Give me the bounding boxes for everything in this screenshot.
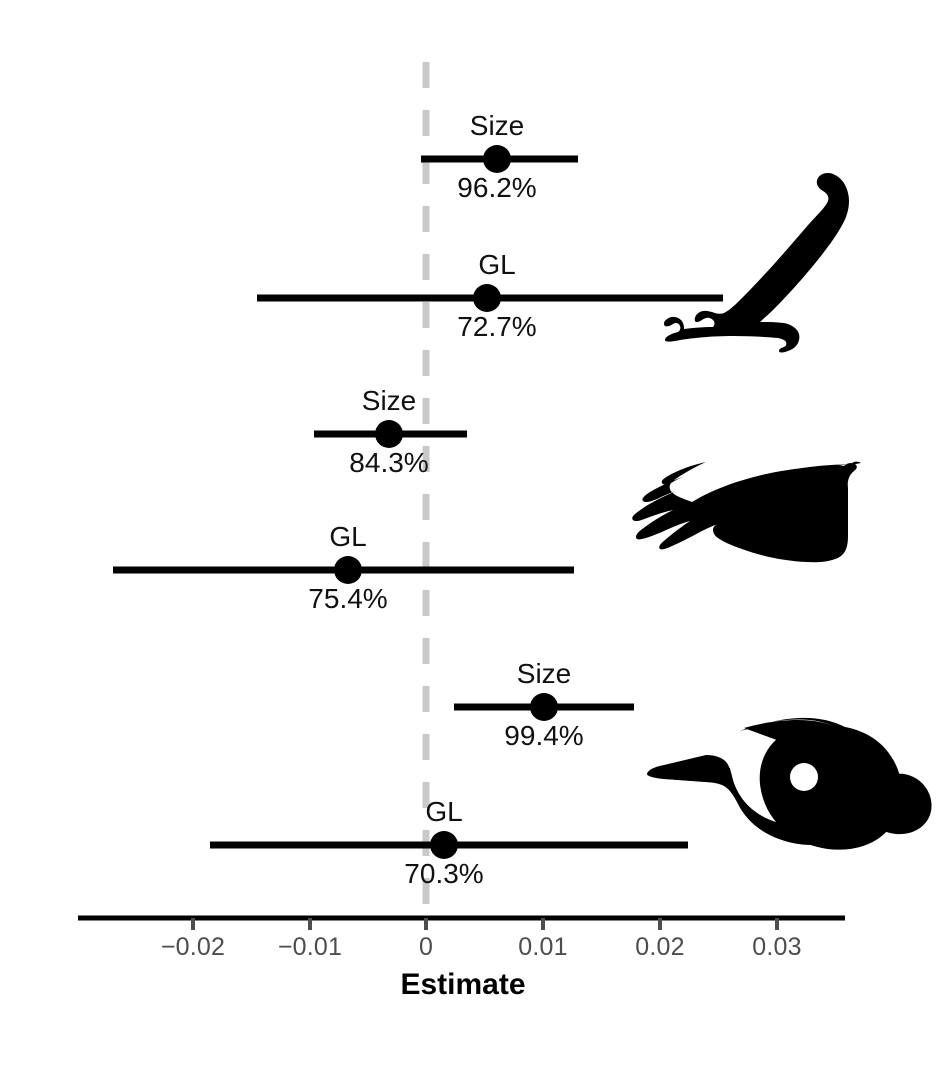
estimate-point — [473, 284, 501, 312]
row-value-2: 72.7% — [457, 311, 537, 342]
forest-row-3 — [314, 420, 467, 448]
row-value-3: 84.3% — [349, 447, 429, 478]
bird-eye — [790, 763, 818, 791]
row-label-3: Size — [361, 385, 417, 416]
x-axis — [78, 915, 845, 930]
estimate-point — [430, 831, 458, 859]
row-label-1: Size — [469, 110, 525, 141]
forest-row-5 — [454, 693, 634, 721]
row-value-5: 99.4% — [504, 720, 584, 751]
estimate-point — [483, 145, 511, 173]
x-tick-label-1: −0.01 — [277, 933, 343, 961]
forest-row-2 — [257, 284, 723, 312]
bird-wing-silhouette — [632, 461, 861, 563]
bird-foot-silhouette — [663, 173, 849, 353]
bird-head-silhouette — [647, 717, 932, 850]
row-label-5: Size — [516, 658, 572, 689]
forest-row-4 — [113, 556, 574, 584]
x-tick-label-2: 0 — [418, 933, 434, 961]
x-axis-title: Estimate — [400, 968, 526, 1001]
x-tick-label-3: 0.01 — [518, 933, 568, 961]
row-label-2: GL — [478, 249, 516, 280]
row-value-1: 96.2% — [457, 172, 537, 203]
forest-row-1 — [421, 145, 578, 173]
x-tick-label-5: 0.03 — [752, 933, 802, 961]
row-value-4: 75.4% — [308, 583, 388, 614]
x-tick-label-4: 0.02 — [635, 933, 685, 961]
row-value-6: 70.3% — [404, 858, 484, 889]
estimate-point — [334, 556, 362, 584]
x-tick-label-0: −0.02 — [160, 933, 226, 961]
estimate-point — [530, 693, 558, 721]
estimate-point — [375, 420, 403, 448]
forest-row-6 — [210, 831, 688, 859]
row-label-6: GL — [425, 796, 463, 827]
row-label-4: GL — [329, 521, 367, 552]
